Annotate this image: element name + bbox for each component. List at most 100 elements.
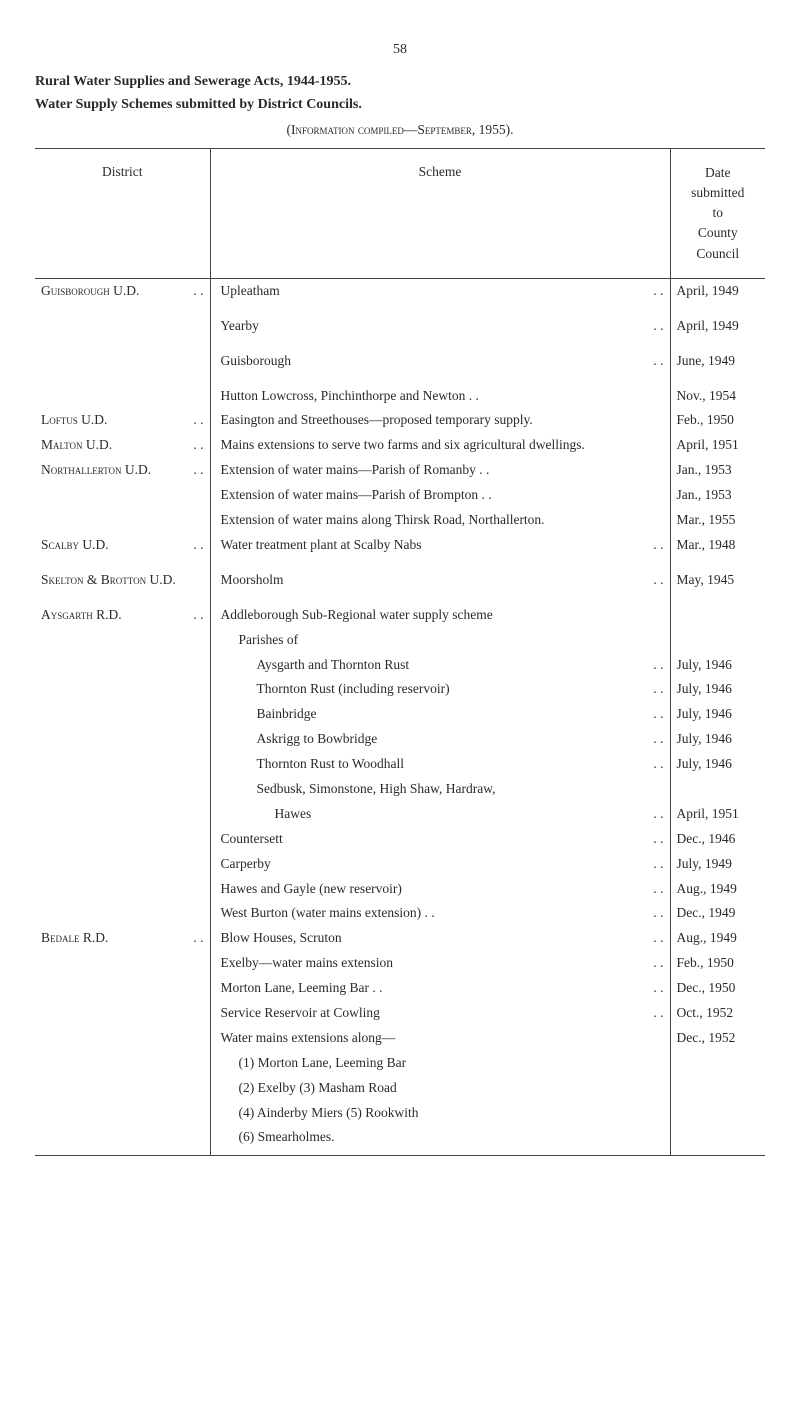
table-row: Guisborough U.D.. .Upleatham. .April, 19… [35,278,765,303]
scheme-cell: West Burton (water mains extension) . ..… [210,901,670,926]
scheme-cell: Countersett. . [210,827,670,852]
date-cell: July, 1949 [670,852,765,877]
date-cell [670,1076,765,1101]
scheme-cell: Bainbridge. . [210,702,670,727]
scheme-text: Askrigg to Bowbridge [257,731,378,746]
date-cell: Aug., 1949 [670,926,765,951]
table-row: Parishes of [35,628,765,653]
title: Rural Water Supplies and Sewerage Acts, … [35,72,765,92]
date-cell: Dec., 1946 [670,827,765,852]
date-cell: April, 1949 [670,314,765,339]
scheme-text: (2) Exelby (3) Masham Road [239,1080,397,1095]
table-row: Aysgarth R.D.. .Addleborough Sub-Regiona… [35,603,765,628]
date-cell: Oct., 1952 [670,1001,765,1026]
district-name: Malton U.D. [41,437,112,452]
info-line: (Information compiled—September, 1955). [35,121,765,140]
leader-dots: . . [193,606,203,625]
table-body: Guisborough U.D.. .Upleatham. .April, 19… [35,278,765,1155]
leader-dots: . . [653,656,663,675]
scheme-cell: Upleatham. . [210,278,670,303]
header-date: Date submitted to County Council [670,148,765,278]
table-row: (1) Morton Lane, Leeming Bar [35,1051,765,1076]
district-cell [35,314,210,339]
scheme-text: Extension of water mains—Parish of Roman… [221,462,490,477]
leader-dots: . . [653,929,663,948]
date-cell: July, 1946 [670,702,765,727]
date-cell: July, 1946 [670,653,765,678]
scheme-cell: Thornton Rust (including reservoir). . [210,677,670,702]
spacer-row [35,339,765,349]
district-cell [35,653,210,678]
date-cell: June, 1949 [670,349,765,374]
date-cell: Dec., 1949 [670,901,765,926]
district-name: Scalby U.D. [41,537,109,552]
scheme-text: Easington and Streethouses—proposed temp… [221,412,533,427]
spacer-row [35,374,765,384]
scheme-cell: Hawes . . [210,802,670,827]
leader-dots: . . [653,352,663,371]
leader-dots: . . [653,317,663,336]
date-cell: Jan., 1953 [670,458,765,483]
table-row: (2) Exelby (3) Masham Road [35,1076,765,1101]
leader-dots: . . [653,880,663,899]
scheme-cell: Extension of water mains—Parish of Bromp… [210,483,670,508]
scheme-text: Morton Lane, Leeming Bar . . [221,980,383,995]
district-cell [35,677,210,702]
date-header-line: to [712,205,723,220]
leader-dots: . . [653,805,663,824]
date-cell: July, 1946 [670,752,765,777]
date-cell: Feb., 1950 [670,408,765,433]
district-name: Guisborough U.D. [41,283,139,298]
scheme-text: Hawes [275,806,312,821]
leader-dots: . . [193,436,203,455]
scheme-text: Carperby [221,856,271,871]
spacer-row [35,304,765,314]
table-row: Carperby. .July, 1949 [35,852,765,877]
scheme-text: Blow Houses, Scruton [221,930,342,945]
district-name: Northallerton U.D. [41,462,151,477]
district-cell: Skelton & Brotton U.D. [35,568,210,593]
leader-dots: . . [653,571,663,590]
district-cell [35,1001,210,1026]
scheme-text: Exelby—water mains extension [221,955,393,970]
scheme-cell: Morton Lane, Leeming Bar . . . . [210,976,670,1001]
scheme-cell: Hutton Lowcross, Pinchinthorpe and Newto… [210,384,670,409]
date-cell [670,777,765,802]
district-cell [35,827,210,852]
district-cell: Northallerton U.D.. . [35,458,210,483]
district-cell [35,1026,210,1051]
spacer-row [35,558,765,568]
leader-dots: . . [653,680,663,699]
date-cell: Mar., 1955 [670,508,765,533]
header-district: District [35,148,210,278]
district-cell: Malton U.D. . . [35,433,210,458]
scheme-cell: Aysgarth and Thornton Rust . . [210,653,670,678]
district-name: Skelton & Brotton U.D. [41,572,176,587]
scheme-cell: Hawes and Gayle (new reservoir) . . [210,877,670,902]
date-cell: April, 1951 [670,802,765,827]
date-cell: Mar., 1948 [670,533,765,558]
scheme-cell: Extension of water mains—Parish of Roman… [210,458,670,483]
scheme-cell: Exelby—water mains extension . . [210,951,670,976]
district-cell [35,628,210,653]
scheme-text: Aysgarth and Thornton Rust [257,657,410,672]
leader-dots: . . [653,954,663,973]
table-row: Scalby U.D.. .Water treatment plant at S… [35,533,765,558]
date-cell [670,1101,765,1126]
scheme-cell: Yearby. . [210,314,670,339]
table-row: Water mains extensions along—Dec., 1952 [35,1026,765,1051]
scheme-text: Extension of water mains along Thirsk Ro… [221,512,545,527]
date-cell: July, 1946 [670,677,765,702]
scheme-text: Countersett [221,831,283,846]
district-cell: Bedale R.D.. . [35,926,210,951]
scheme-text: Hawes and Gayle (new reservoir) [221,881,402,896]
leader-dots: . . [653,1004,663,1023]
date-header-line: Date [705,165,730,180]
scheme-cell: Guisborough. . [210,349,670,374]
district-cell [35,1101,210,1126]
leader-dots: . . [653,979,663,998]
scheme-text: (6) Smearholmes. [239,1129,335,1144]
district-cell [35,777,210,802]
scheme-text: Thornton Rust to Woodhall [257,756,405,771]
scheme-cell: Sedbusk, Simonstone, High Shaw, Hardraw, [210,777,670,802]
